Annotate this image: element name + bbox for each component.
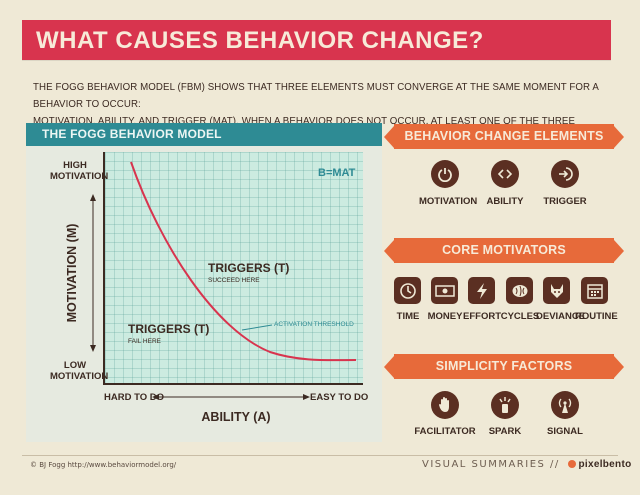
brand-name: pixelbento [578,459,632,470]
ability-arrow-left [152,394,159,400]
simplicity-label-spark: SPARK [488,426,522,437]
y-low-line-1: LOW [63,360,87,371]
simplicity-title: SIMPLICITY FACTORS [435,359,573,373]
ability-arrow-right [303,394,310,400]
lightning-icon [468,277,495,304]
clock-icon [394,277,421,304]
motivation-arrow-up [90,194,96,201]
model-panel-title: THE FOGG BEHAVIOR MODEL [42,127,222,141]
x-high-label: EASY TO DO [310,392,369,403]
motivator-label-money: MONEY [427,311,463,322]
simplicity-banner: SIMPLICITY FACTORS [384,354,624,379]
motivator-label-routine: ROUTINE [575,311,618,322]
fail-here-label: FAIL HERE [128,338,161,345]
y-high-line-1: HIGH [63,160,87,171]
y-high-label: HIGH MOTIVATION [50,160,109,182]
activation-threshold-curve [130,161,357,362]
title-banner [22,20,611,60]
enter-icon [551,160,579,188]
calendar-icon [581,277,608,304]
visual-summaries-label: VISUAL SUMMARIES // [422,459,560,470]
footer-divider [22,455,618,456]
power-icon [431,160,459,188]
activation-threshold-label: ACTIVATION THRESHOLD [274,321,354,328]
code-icon [491,160,519,188]
simplicity-label-signal: SIGNAL [547,426,583,437]
elements-title: BEHAVIOR CHANGE ELEMENTS [404,129,604,143]
y-low-label: LOW MOTIVATION [50,360,109,382]
signal-icon [551,391,579,419]
succeed-here-label: SUCCEED HERE [208,277,260,284]
motivators-banner: CORE MOTIVATORS [384,238,624,263]
formula-label: B=MAT [318,167,356,179]
motivator-label-time: TIME [396,311,420,322]
brain-icon [506,277,533,304]
triggers-fail-label: TRIGGERS (T) [128,322,210,336]
model-panel-header: THE FOGG BEHAVIOR MODEL [26,123,382,153]
threshold-pointer [241,324,273,331]
motivators-title: CORE MOTIVATORS [442,243,566,257]
element-label-ability: ABILITY [486,196,524,207]
x-axis-title: ABILITY (A) [201,410,271,424]
motivator-label-cycles: CYCLES [500,311,540,322]
y-high-line-2: MOTIVATION [50,171,109,182]
credit-link[interactable]: © BJ Fogg http://www.behaviormodel.org/ [30,461,177,469]
spark-icon [491,391,519,419]
brand-footer: VISUAL SUMMARIES // pixelbento [422,459,632,470]
model-chart-grid [103,152,363,385]
motivation-arrow-down [90,345,96,352]
pixelbento-logo-icon [568,460,577,468]
motivator-label-deviance: DEVIANCE [536,311,586,322]
money-icon [431,277,458,304]
triggers-succeed-label: TRIGGERS (T) [208,261,290,275]
element-label-motivation: MOTIVATION [419,196,478,207]
y-low-line-2: MOTIVATION [50,371,109,382]
page-title: WHAT CAUSES BEHAVIOR CHANGE? [36,27,484,54]
simplicity-label-facilitator: FACILITATOR [414,426,476,437]
y-axis-title: MOTIVATION (M) [65,223,79,323]
elements-banner: BEHAVIOR CHANGE ELEMENTS [384,124,624,149]
element-label-trigger: TRIGGER [543,196,587,207]
x-low-label: HARD TO DO [104,392,164,403]
devil-icon [543,277,570,304]
intro-line-1: THE FOGG BEHAVIOR MODEL (FBM) SHOWS THAT… [33,82,599,110]
hand-icon [431,391,459,419]
motivator-label-effort: EFFORT [463,311,501,322]
